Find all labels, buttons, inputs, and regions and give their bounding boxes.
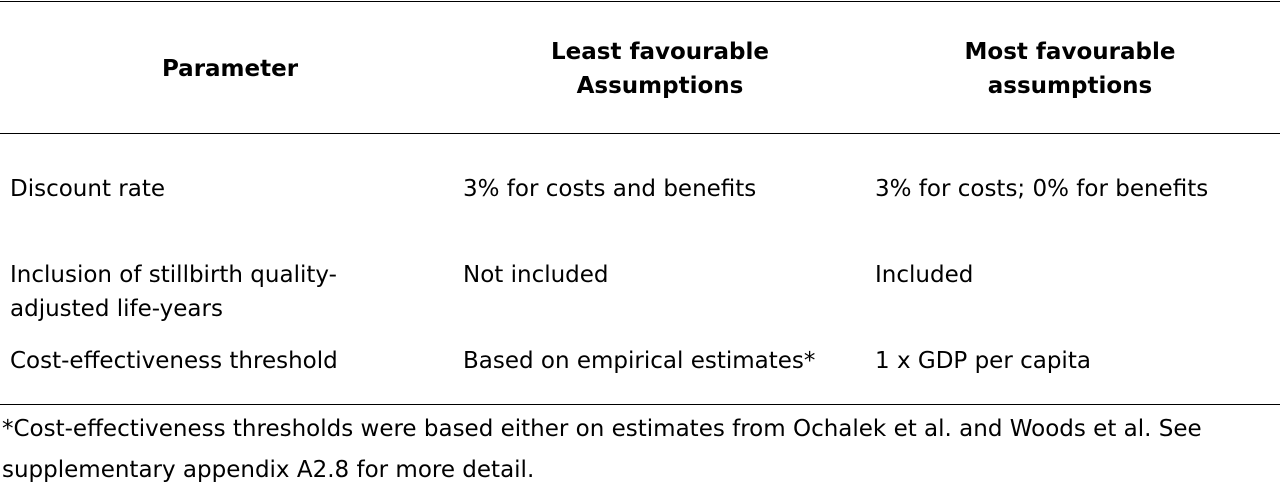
- row-stillbirth-qaly-least: Not included: [463, 262, 609, 288]
- header-most-favourable: Most favourable assumptions: [930, 35, 1210, 103]
- row-stillbirth-qaly-parameter-line-2: adjusted life-years: [10, 296, 223, 322]
- row-stillbirth-qaly-most: Included: [875, 262, 974, 288]
- row-discount-rate-most: 3% for costs; 0% for benefits: [875, 176, 1209, 202]
- header-bottom-rule: [0, 133, 1280, 134]
- table-footnote: *Cost-effectiveness thresholds were base…: [2, 416, 1202, 483]
- row-threshold-parameter: Cost-effectiveness threshold: [10, 348, 338, 374]
- header-least-favourable: Least favourable Assumptions: [520, 35, 800, 103]
- row-stillbirth-qaly-parameter-line-1: Inclusion of stillbirth quality-: [10, 262, 337, 288]
- header-parameter-label: Parameter: [161, 56, 299, 82]
- row-discount-rate-parameter: Discount rate: [10, 176, 166, 202]
- table-top-rule: [0, 1, 1280, 2]
- header-least-line-2: Assumptions: [576, 73, 744, 99]
- table-bottom-rule: [0, 404, 1280, 405]
- row-threshold-most: 1 x GDP per capita: [875, 348, 1091, 374]
- header-parameter: Parameter: [110, 52, 350, 86]
- row-threshold-least: Based on empirical estimates*: [463, 348, 816, 374]
- header-least-line-1: Least favourable: [551, 39, 769, 65]
- header-most-line-1: Most favourable: [964, 39, 1176, 65]
- row-discount-rate-least: 3% for costs and benefits: [463, 176, 757, 202]
- header-most-line-2: assumptions: [987, 73, 1153, 99]
- row-stillbirth-qaly-parameter: Inclusion of stillbirth quality- adjuste…: [10, 258, 337, 326]
